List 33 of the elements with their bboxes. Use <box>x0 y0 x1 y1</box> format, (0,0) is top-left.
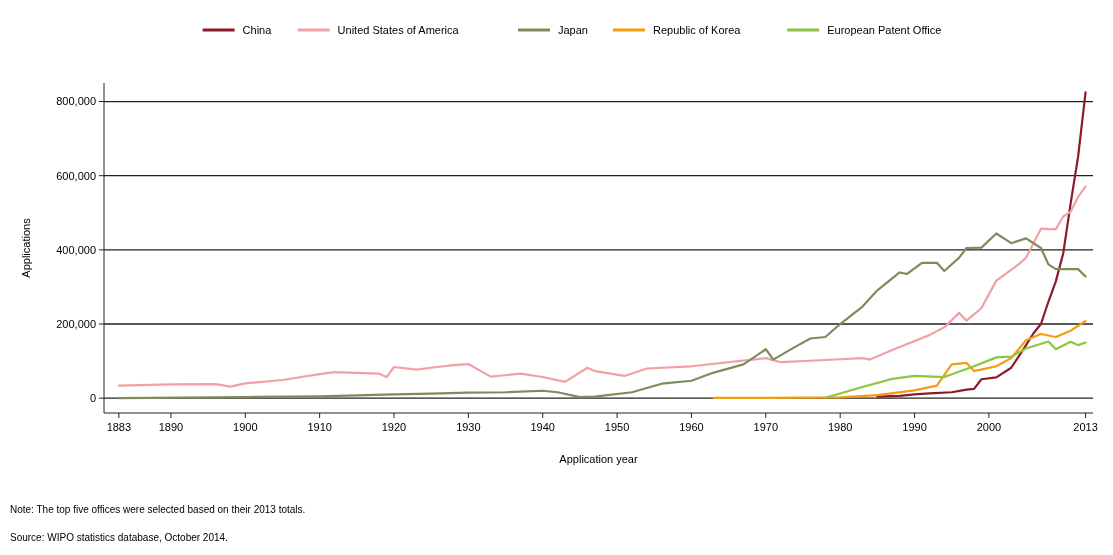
y-tick-label: 800,000 <box>56 95 96 108</box>
x-tick-label: 1883 <box>106 421 132 433</box>
x-axis-title: Application year <box>559 453 638 465</box>
line-series <box>824 340 1087 399</box>
x-tick-label: 1920 <box>381 421 407 433</box>
line-series <box>117 185 1087 388</box>
x-tick-label: 1950 <box>604 421 630 433</box>
legend-label: United States of America <box>337 23 460 36</box>
x-tick-label: 1970 <box>753 421 779 433</box>
legend-label: European Patent Office <box>827 23 942 36</box>
x-tick-label: 1940 <box>530 421 555 433</box>
y-tick-label: 600,000 <box>56 169 96 182</box>
x-tick-label: 1960 <box>679 421 704 433</box>
x-tick-label: 1990 <box>902 421 927 433</box>
x-tick-label: 1930 <box>456 421 481 433</box>
y-tick-label: 0 <box>89 392 96 405</box>
legend-label: Republic of Korea <box>653 23 742 36</box>
x-tick-label: 1910 <box>307 421 332 433</box>
line-series <box>876 91 1087 398</box>
text: Note: The top five offices were selected based on their 2013 totals. <box>10 504 306 515</box>
y-tick-label: 400,000 <box>56 243 96 256</box>
line-series <box>117 232 1087 400</box>
x-tick-label: 1900 <box>233 421 258 433</box>
x-tick-label: 2013 <box>1073 421 1098 433</box>
x-tick-label: 2000 <box>976 421 1002 433</box>
y-axis-title: Applications <box>20 217 32 278</box>
legend-label: Japan <box>558 23 588 36</box>
source-note: Source: WIPO statistics database, October 2014. <box>10 532 228 543</box>
x-tick-label: 1980 <box>827 421 853 433</box>
legend-label: China <box>242 23 273 36</box>
x-tick-label: 1890 <box>158 421 184 433</box>
line-series <box>712 319 1087 399</box>
y-tick-label: 200,000 <box>56 317 96 330</box>
